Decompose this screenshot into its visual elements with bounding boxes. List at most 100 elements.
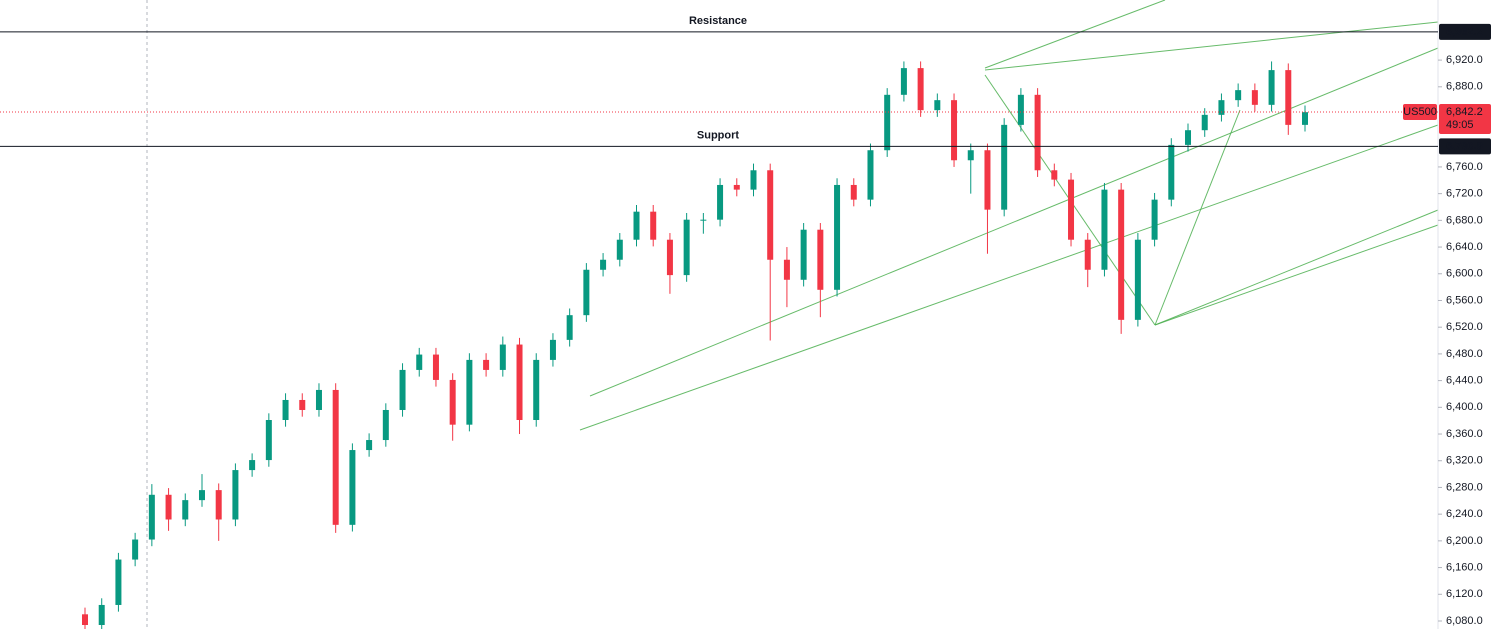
candle-body — [1084, 239, 1091, 270]
candle-body — [683, 219, 690, 276]
candle-body — [466, 359, 473, 425]
y-tick-label: 6,720.0 — [1446, 188, 1483, 200]
candle-body — [1285, 70, 1292, 125]
y-tick-label: 6,240.0 — [1446, 508, 1483, 520]
y-tick-label: 6,080.0 — [1446, 615, 1483, 627]
candle-body — [1151, 199, 1158, 240]
symbol-tag — [1403, 104, 1437, 121]
candle-body — [717, 184, 724, 220]
candle-body — [399, 369, 406, 410]
candle-body — [483, 359, 490, 370]
y-tick-label: 6,360.0 — [1446, 428, 1483, 440]
candle-body — [349, 450, 356, 525]
candle-body — [1268, 70, 1275, 105]
level-name: Support — [697, 129, 739, 141]
candle-body — [115, 559, 122, 605]
candle-body — [767, 170, 774, 260]
candle-body — [850, 184, 857, 200]
candle-body — [315, 389, 322, 410]
candle-body — [1134, 239, 1141, 320]
y-tick-label: 6,400.0 — [1446, 401, 1483, 413]
candle-body — [884, 94, 891, 151]
candle-body — [967, 150, 974, 161]
candle-body — [215, 490, 222, 520]
candle-body — [917, 68, 924, 111]
y-tick-label: 6,680.0 — [1446, 214, 1483, 226]
candle-body — [733, 184, 740, 190]
trendlines — [579, 0, 1439, 431]
y-tick-label: 6,320.0 — [1446, 455, 1483, 467]
y-tick-label: 6,760.0 — [1446, 161, 1483, 173]
countdown: 49:05 — [1446, 119, 1474, 131]
candle-body — [566, 315, 573, 340]
candle-body — [1185, 130, 1192, 145]
candle-body — [934, 100, 941, 111]
candle-body — [1034, 94, 1041, 171]
y-tick-label: 6,280.0 — [1446, 481, 1483, 493]
candle-body — [382, 409, 389, 441]
candle-body — [600, 259, 607, 270]
candle-body — [700, 219, 707, 221]
candle-body — [1001, 124, 1008, 210]
candle-body — [182, 500, 189, 520]
candle-body — [265, 420, 272, 461]
candle-body — [449, 379, 456, 425]
candle-body — [867, 150, 874, 200]
y-tick-label: 6,880.0 — [1446, 81, 1483, 93]
candle-body — [1218, 100, 1225, 115]
candle-body — [533, 359, 540, 421]
candle-body — [1101, 189, 1108, 270]
y-tick-label: 6,520.0 — [1446, 321, 1483, 333]
y-tick-label: 6,560.0 — [1446, 294, 1483, 306]
candle-body — [165, 494, 172, 520]
level-tag — [1439, 23, 1491, 40]
y-tick-label: 6,920.0 — [1446, 54, 1483, 66]
candle-body — [148, 494, 155, 540]
candle-body — [1302, 112, 1308, 125]
candle-body — [299, 399, 306, 410]
candle-body — [1118, 189, 1125, 320]
candle-body — [1235, 90, 1242, 101]
candle-body — [783, 259, 790, 280]
candle-body — [132, 539, 139, 560]
candle-body — [583, 269, 590, 316]
candle-body — [249, 460, 256, 471]
level-name: Resistance — [689, 15, 747, 27]
candle-body — [432, 354, 439, 380]
candle-body — [516, 344, 523, 421]
candle-body — [198, 490, 205, 501]
y-tick-label: 6,640.0 — [1446, 241, 1483, 253]
candle-body — [633, 211, 640, 240]
candle-body — [650, 211, 657, 240]
candle-body — [499, 344, 506, 370]
symbol: US500 — [1403, 106, 1437, 118]
y-tick-label: 6,200.0 — [1446, 535, 1483, 547]
level-label: 6,962.2 — [1446, 26, 1483, 38]
y-tick-label: 6,480.0 — [1446, 348, 1483, 360]
candle-body — [951, 100, 958, 161]
candle-body — [900, 68, 907, 95]
candle-body — [666, 239, 673, 276]
candle-body — [817, 229, 824, 290]
level-tag — [1439, 138, 1491, 155]
candle-body — [1068, 179, 1075, 240]
candle-body — [332, 389, 339, 525]
y-tick-label: 6,600.0 — [1446, 268, 1483, 280]
candle-body — [232, 470, 239, 520]
candle-body — [750, 170, 757, 190]
y-tick-label: 6,160.0 — [1446, 561, 1483, 573]
candle-body — [984, 150, 991, 210]
candle-body — [416, 354, 423, 370]
candle-body — [616, 239, 623, 260]
candle-body — [1251, 90, 1258, 105]
y-tick-label: 6,120.0 — [1446, 588, 1483, 600]
candle-body — [1051, 170, 1058, 180]
candle-body — [800, 229, 807, 280]
price-tag — [1439, 104, 1491, 135]
y-tick-label: 6,440.0 — [1446, 375, 1483, 387]
candle-body — [1201, 114, 1208, 131]
candle-body — [1168, 144, 1175, 200]
candle-body — [366, 440, 373, 451]
level-label: 6,790.8 — [1446, 140, 1483, 152]
